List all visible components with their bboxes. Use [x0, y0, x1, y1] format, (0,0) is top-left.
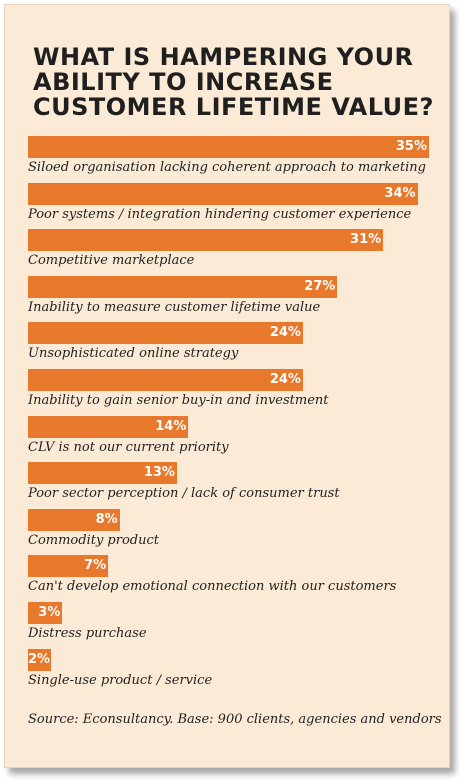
category-label: Competitive marketplace	[28, 253, 195, 269]
bar-row: 7% Can't develop emotional connection wit…	[28, 555, 438, 602]
bar-row: 14% CLV is not our current priority	[28, 415, 438, 463]
bar-row: 35% Siloed organisation lacking coherent …	[28, 136, 438, 183]
category-label: Siloed organisation lacking coherent app…	[28, 160, 426, 175]
source-note: Source: Econsultancy. Base: 900 clients,…	[28, 712, 442, 727]
bar-row: 31% Competitive marketplace	[28, 229, 438, 276]
chart-title: WHAT IS HAMPERING YOUR ABILITY TO INCREA…	[33, 45, 453, 120]
category-label: Inability to measure customer lifetime v…	[28, 299, 321, 315]
bar-row: 2% Single-use product / service	[28, 648, 438, 696]
category-label: Unsophisticated online strategy	[28, 346, 239, 362]
chart-title-line: CUSTOMER LIFETIME VALUE?	[33, 93, 434, 121]
bar	[28, 275, 338, 298]
bar	[28, 648, 51, 671]
bar-row: 8% Commodity product	[28, 508, 438, 556]
bar-row: 3% Distress purchase	[28, 601, 438, 649]
bar	[28, 415, 189, 438]
bar	[28, 508, 120, 531]
bar-row: 24% Inability to gain senior buy-in and i…	[28, 368, 438, 416]
category-label: CLV is not our current priority	[28, 439, 229, 455]
bar-value-label: 34%	[384, 185, 416, 201]
bar-value-label: 8%	[95, 511, 118, 527]
category-label: Single-use product / service	[28, 672, 213, 688]
category-label: Can't develop emotional connection with …	[28, 579, 397, 595]
bar	[28, 322, 303, 345]
bar-value-label: 31%	[350, 232, 382, 248]
bar-value-label: 7%	[84, 558, 107, 574]
bar-chart: 35% Siloed organisation lacking coherent …	[28, 136, 438, 695]
bar	[28, 229, 384, 252]
bar-row: 24% Unsophisticated online strategy	[28, 322, 438, 369]
category-label: Poor systems / integration hindering cus…	[28, 206, 412, 222]
category-label: Poor sector perception / lack of consume…	[28, 486, 340, 502]
bar	[28, 601, 63, 624]
bar-value-label: 14%	[155, 418, 187, 434]
bar-value-label: 24%	[269, 325, 301, 341]
bar-row: 34% Poor systems / integration hindering …	[28, 182, 438, 230]
bar	[28, 368, 303, 391]
bar-value-label: 2%	[28, 651, 51, 667]
bar	[28, 462, 177, 485]
bar-row: 13% Poor sector perception / lack of cons…	[28, 462, 438, 509]
bar-value-label: 35%	[395, 139, 427, 154]
bar	[28, 182, 418, 205]
category-label: Commodity product	[28, 532, 159, 548]
category-label: Distress purchase	[28, 625, 147, 641]
bar-value-label: 24%	[269, 371, 301, 387]
bar-value-label: 13%	[143, 465, 175, 481]
bar	[28, 136, 429, 158]
bar-value-label: 27%	[304, 278, 336, 294]
chart-title-line: ABILITY TO INCREASE	[33, 68, 334, 96]
bar-value-label: 3%	[38, 604, 61, 620]
chart-title-line: WHAT IS HAMPERING YOUR	[33, 43, 414, 71]
category-label: Inability to gain senior buy-in and inve…	[28, 392, 329, 408]
bar	[28, 555, 109, 578]
bar-row: 27% Inability to measure customer lifetim…	[28, 275, 438, 323]
